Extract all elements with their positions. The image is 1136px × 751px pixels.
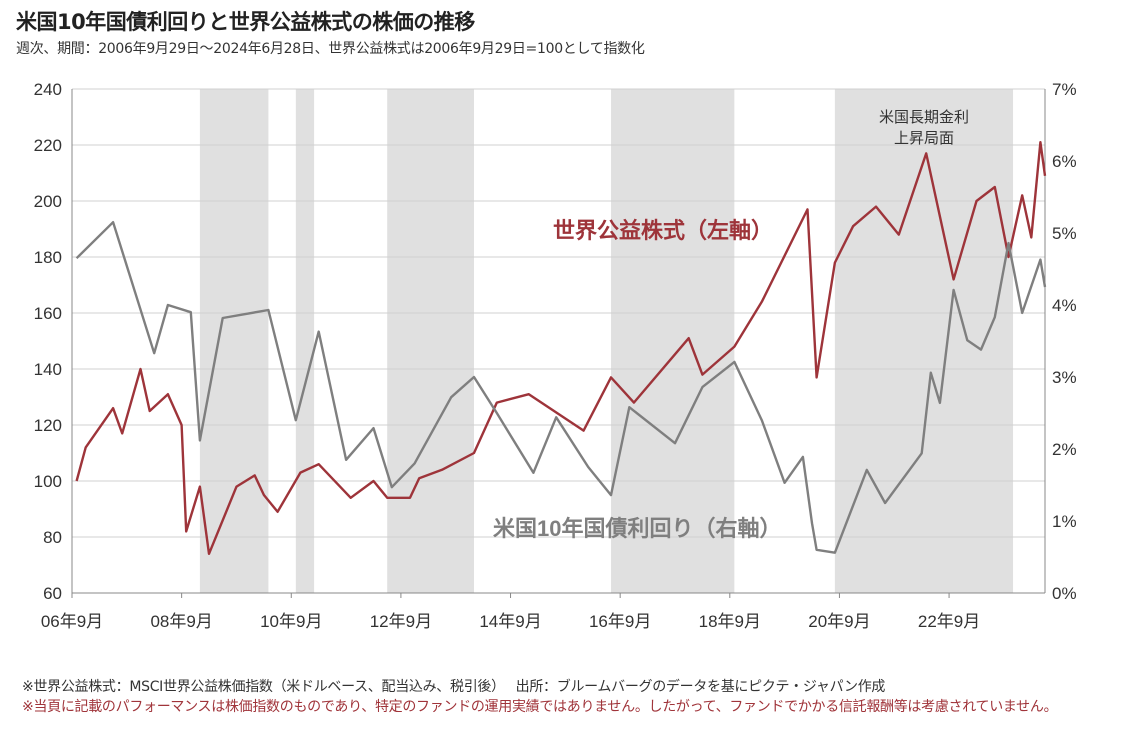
line-chart: 60 80 100 120 140 160 180 200 220 240 0% 1% 2% 3% 4% 5%…: [34, 80, 1077, 631]
shaded-periods: [199, 89, 1014, 593]
shaded-period: [295, 89, 315, 593]
x-tick-label: 18年9月: [699, 612, 761, 631]
x-tick-label: 12年9月: [370, 612, 432, 631]
y-right-tick-label: 0%: [1052, 584, 1077, 603]
x-tick-label: 08年9月: [150, 612, 212, 631]
chart-title: 米国10年国債利回りと世界公益株式の株価の推移: [16, 10, 475, 34]
footnote-disclaimer: ※当頁に記載のパフォーマンスは株価指数のものであり、特定のファンドの運用実績では…: [22, 699, 1058, 715]
y-left-tick-label: 60: [43, 584, 62, 603]
equity-series-label: 世界公益株式（左軸）: [553, 218, 773, 243]
y-left-tick-label: 100: [34, 472, 62, 491]
y-right-tick-label: 7%: [1052, 80, 1077, 99]
x-tick-label: 06年9月: [41, 612, 103, 631]
y-left-tick-label: 120: [34, 416, 62, 435]
shaded-period: [611, 89, 735, 593]
shaded-period: [834, 89, 1014, 593]
x-tick-label: 10年9月: [260, 612, 322, 631]
equity-index-line: [75, 140, 1047, 555]
y-right-tick-label: 4%: [1052, 296, 1077, 315]
y-right-tick-label: 5%: [1052, 224, 1077, 243]
yield-series-label: 米国10年国債利回り（右軸）: [493, 516, 781, 541]
shade-annotation: 米国長期金利: [879, 109, 969, 126]
y-right-tick-label: 3%: [1052, 368, 1077, 387]
y-right-tick-label: 1%: [1052, 512, 1077, 531]
chart-subtitle: 週次、期間：2006年9月29日～2024年6月28日、世界公益株式は2006年…: [16, 41, 645, 57]
x-tick-label: 14年9月: [479, 612, 541, 631]
y-right-tick-label: 2%: [1052, 440, 1077, 459]
treasury-yield-line: [75, 220, 1047, 554]
x-tick-label: 22年9月: [918, 612, 980, 631]
gridlines: [72, 88, 1045, 538]
x-tick-label: 16年9月: [589, 612, 651, 631]
shaded-period: [199, 89, 269, 593]
y-left-tick-label: 80: [43, 528, 62, 547]
footnote-source: ※世界公益株式：MSCI世界公益株価指数（米ドルベース、配当込み、税引後） 出所…: [22, 679, 886, 695]
x-tick-label: 20年9月: [808, 612, 870, 631]
y-left-tick-label: 240: [34, 80, 62, 99]
axes: 60 80 100 120 140 160 180 200 220 240 0% 1% 2% 3% 4% 5%…: [34, 80, 1077, 631]
shade-annotation: 上昇局面: [894, 130, 954, 147]
y-left-tick-label: 160: [34, 304, 62, 323]
y-left-tick-label: 180: [34, 248, 62, 267]
y-right-tick-label: 6%: [1052, 152, 1077, 171]
y-left-tick-label: 220: [34, 136, 62, 155]
series-lines: [75, 140, 1047, 555]
y-left-tick-label: 140: [34, 360, 62, 379]
y-left-tick-label: 200: [34, 192, 62, 211]
shaded-period: [387, 89, 474, 593]
